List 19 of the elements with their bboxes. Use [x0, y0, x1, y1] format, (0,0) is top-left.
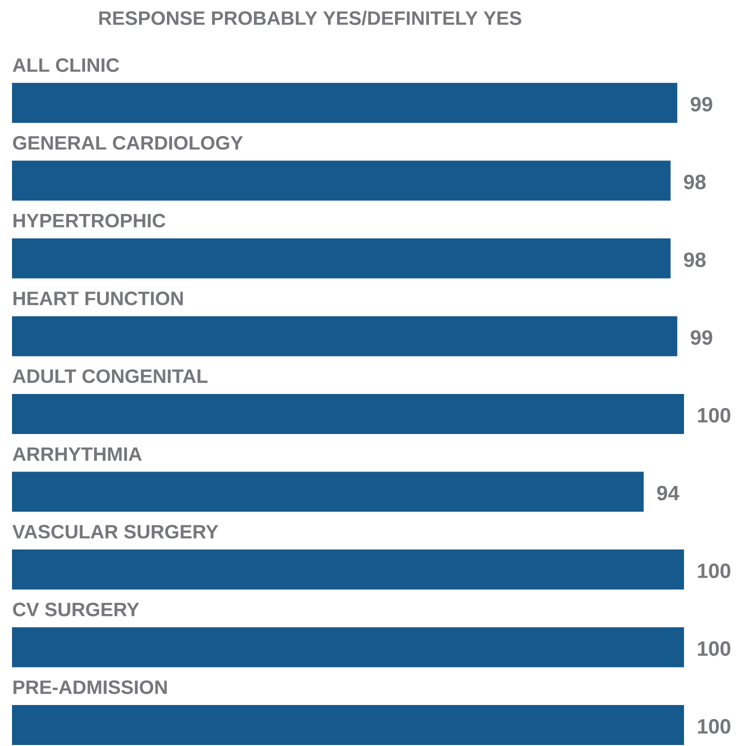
data-label: 98 — [684, 252, 706, 268]
data-label: 99 — [690, 330, 712, 345]
data-label: 100 — [698, 719, 730, 734]
data-label: 100 — [698, 408, 730, 423]
y-tick-label: ALL CLINIC — [12, 58, 120, 72]
data-label: 99 — [690, 96, 712, 112]
data-label: 98 — [684, 174, 706, 190]
data-label: 94 — [657, 486, 680, 500]
data-label: 100 — [698, 564, 730, 578]
y-tick-label: HEART FUNCTION — [14, 292, 183, 306]
chart-title: RESPONSE PROBABLY YES/DEFINITELY YES — [99, 10, 522, 26]
y-tick-label: ARRHYTHMIA — [12, 447, 142, 461]
y-tick-label: CV SURGERY — [13, 602, 140, 616]
y-tick-label: GENERAL CARDIOLOGY — [13, 136, 243, 150]
y-tick-label: VASCULAR SURGERY — [12, 524, 218, 539]
data-label: 100 — [698, 641, 730, 656]
y-tick-label: HYPERTROPHIC — [14, 214, 166, 228]
y-tick-label: PRE-ADMISSION — [14, 680, 167, 694]
y-tick-label: ADULT CONGENITAL — [12, 369, 208, 384]
